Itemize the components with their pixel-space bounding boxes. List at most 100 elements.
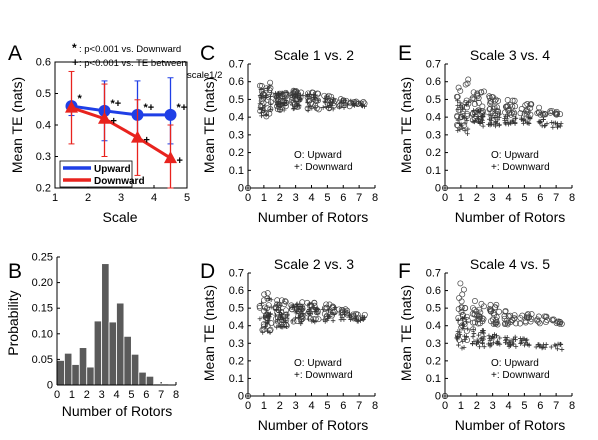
point-downward — [521, 116, 527, 122]
panel-c-xlabel: Number of Rotors — [258, 209, 368, 225]
point-upward — [491, 304, 498, 311]
y-tick-label: 0.5 — [426, 94, 441, 106]
y-tick-label: 0.6 — [229, 76, 244, 88]
point-downward — [282, 103, 288, 108]
legend-downward: +: Downward — [294, 162, 353, 173]
panel-b-plot: 0 1 2 3 4 5 6 7 800.050.100.150.200.25 — [32, 252, 179, 402]
point-downward — [558, 342, 564, 347]
point-downward — [300, 303, 306, 309]
point-downward — [509, 119, 515, 125]
point-downward — [279, 319, 285, 325]
point-upward — [458, 324, 465, 331]
y-tick-label: 0.1 — [426, 165, 441, 177]
x-tick-label: 4 — [308, 192, 314, 204]
point-downward — [362, 104, 367, 109]
point-downward — [275, 301, 281, 307]
point-downward — [522, 342, 527, 348]
point-downward — [463, 337, 468, 342]
panel-a-plus-note-line2: scale1/2 — [187, 70, 222, 81]
point-downward — [461, 115, 467, 121]
point-upward — [509, 103, 516, 110]
point-upward — [457, 87, 464, 94]
panel-c-plot: 0 1 2 3 4 5 6 7 800.10.20.30.40.50.60.7O: Upward… — [229, 59, 378, 205]
point-upward — [491, 97, 498, 104]
panel-a-ylabel: Mean TE (nats) — [9, 77, 25, 173]
point-downward — [460, 104, 465, 110]
point-downward — [465, 326, 471, 332]
point-downward — [265, 86, 270, 91]
histogram-bar — [116, 302, 125, 386]
marker-upward — [164, 108, 177, 121]
point-upward — [480, 316, 487, 323]
x-tick-label: 7 — [356, 400, 362, 412]
legend-downward: +: Downward — [491, 370, 550, 381]
panel-b-letter: B — [8, 260, 22, 283]
panel-a: A 1 2 3 4 50.20.30.40.50.6* *+ *+ *++++UpwardDo… — [8, 41, 222, 225]
x-tick-label: 3 — [490, 400, 496, 412]
y-tick-label: 0 — [435, 183, 441, 195]
point-downward — [279, 312, 285, 317]
x-tick-label: 5 — [128, 389, 134, 401]
point-downward — [457, 332, 463, 337]
series-line-downward — [71, 106, 172, 160]
point-downward — [478, 108, 483, 114]
point-downward — [455, 107, 461, 112]
y-tick-label: 0.10 — [32, 328, 53, 340]
point-downward — [442, 393, 448, 399]
point-downward — [454, 335, 459, 341]
point-upward — [505, 319, 511, 326]
point-downward — [328, 103, 333, 108]
x-tick-label: 0 — [245, 400, 251, 412]
point-downward — [489, 115, 495, 121]
point-downward — [262, 103, 268, 109]
y-tick-label: 0.7 — [426, 59, 441, 71]
point-upward — [470, 326, 477, 333]
point-upward — [474, 91, 481, 98]
point-upward — [502, 320, 509, 327]
point-upward — [504, 97, 511, 103]
point-downward — [462, 128, 468, 133]
panel-d-letter: D — [200, 260, 215, 283]
histogram-bar — [101, 263, 110, 386]
point-downward — [524, 337, 530, 343]
point-downward — [259, 300, 264, 306]
point-upward — [535, 313, 542, 320]
point-downward — [512, 121, 518, 126]
point-upward — [346, 103, 353, 110]
x-tick-label: 7 — [356, 192, 362, 204]
point-upward — [476, 315, 482, 322]
y-tick-label: 0.4 — [229, 112, 244, 124]
x-tick-label: 3 — [293, 192, 299, 204]
point-downward — [497, 111, 502, 117]
point-upward — [313, 105, 320, 112]
point-upward — [479, 103, 486, 110]
point-downward — [314, 306, 319, 312]
point-downward — [332, 305, 338, 310]
point-downward — [487, 338, 493, 343]
point-upward — [457, 280, 464, 287]
point-upward — [511, 315, 518, 322]
point-downward — [306, 316, 311, 322]
point-downward — [311, 97, 317, 103]
point-upward — [513, 320, 519, 327]
point-upward — [478, 300, 485, 307]
y-tick-label: 0.4 — [229, 320, 244, 332]
y-tick-label: 0.6 — [426, 285, 441, 297]
point-downward — [470, 334, 476, 339]
point-downward — [259, 110, 264, 115]
point-upward — [541, 313, 548, 320]
significance-mark: *+ — [144, 102, 155, 114]
point-downward — [257, 105, 263, 111]
point-downward — [265, 328, 270, 334]
point-upward — [525, 311, 531, 318]
point-downward — [330, 106, 336, 112]
point-downward — [331, 97, 336, 102]
panel-a-star-note: : p<0.001 vs. Downward — [79, 44, 181, 55]
point-downward — [553, 120, 558, 126]
axes-frame — [54, 61, 188, 189]
point-upward — [536, 104, 543, 111]
point-downward — [269, 90, 274, 96]
x-tick-label: 7 — [553, 192, 559, 204]
point-upward — [476, 313, 483, 320]
x-tick-label: 6 — [537, 192, 543, 204]
